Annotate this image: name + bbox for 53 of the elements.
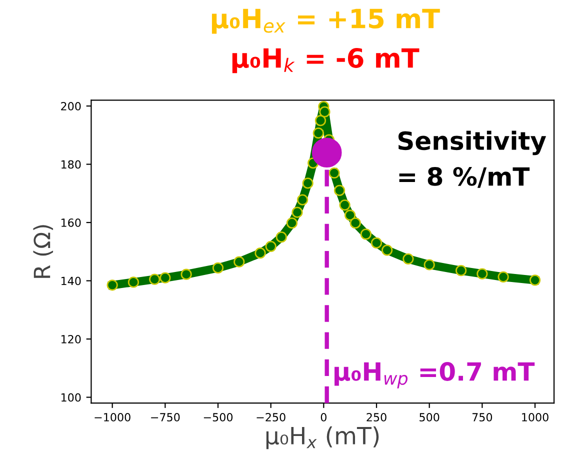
x-tick-label: 500 — [420, 413, 440, 422]
y-tick-label: 100 — [61, 393, 81, 402]
point — [360, 228, 372, 240]
point — [328, 167, 340, 179]
point — [319, 106, 330, 118]
y-tick-label: 120 — [61, 334, 81, 344]
y-tick-label: 200 — [61, 102, 81, 110]
point — [276, 232, 287, 243]
annotation: Sensitivity = 8 %/mT — [398, 130, 546, 188]
x-tick-label: −1000 — [94, 413, 130, 422]
point — [350, 218, 361, 229]
point — [498, 271, 509, 283]
x-tick-label: −250 — [256, 413, 286, 422]
x-tick-label: −750 — [151, 413, 180, 422]
y-tick-label: 160 — [61, 218, 81, 227]
point — [302, 178, 314, 189]
point — [382, 244, 393, 256]
point — [160, 272, 171, 284]
point — [334, 184, 346, 196]
point — [402, 253, 414, 264]
point — [312, 138, 342, 168]
y-axis-title: R (Ω) — [33, 225, 54, 278]
x-tick-label: 250 — [366, 413, 386, 422]
point — [149, 274, 160, 285]
point — [180, 268, 192, 280]
point — [476, 268, 488, 280]
point — [339, 199, 350, 211]
chart-title: μ₀H$_{ex}$ = +15 mT — [212, 8, 440, 34]
point — [344, 210, 356, 221]
point — [529, 274, 541, 286]
point — [286, 218, 298, 229]
point — [296, 194, 308, 206]
point — [128, 276, 140, 288]
x-tick-label: 1000 — [522, 413, 548, 422]
x-axis-title: μ₀H$_{x}$ (mT) — [266, 426, 379, 450]
chart-subtitle: μ₀H$_{k}$ = -6 mT — [232, 48, 420, 74]
x-tick-label: 0 — [320, 413, 326, 422]
point — [314, 115, 326, 126]
point — [106, 280, 118, 291]
point — [265, 240, 276, 252]
annotation: μ₀H$_{wp}$ =0.7 mT — [334, 362, 535, 388]
point — [234, 256, 245, 268]
x-tick-label: 750 — [472, 413, 492, 422]
point — [212, 262, 224, 274]
point — [455, 265, 467, 276]
point — [370, 237, 382, 248]
x-tick-label: −500 — [204, 413, 233, 422]
point — [312, 128, 324, 139]
point — [292, 206, 303, 218]
y-tick-label: 180 — [61, 160, 81, 169]
y-tick-label: 140 — [61, 276, 81, 286]
point — [424, 259, 435, 270]
point — [254, 248, 266, 259]
